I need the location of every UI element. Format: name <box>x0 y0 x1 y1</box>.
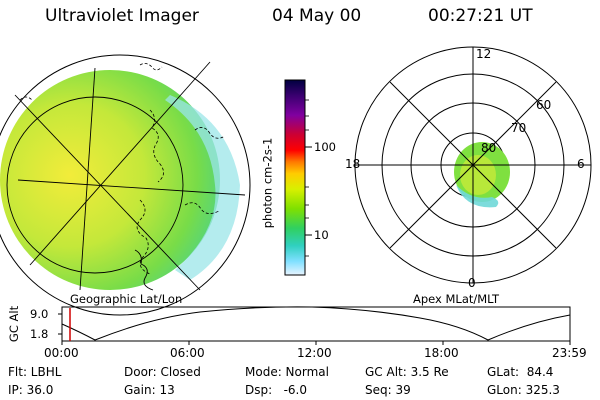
altitude-curve <box>61 306 571 341</box>
earth-limb-outline <box>0 54 251 316</box>
mlat-label-80: 80 <box>481 141 497 155</box>
polar-panel-label: Apex MLat/MLT <box>413 292 500 306</box>
time-tick-0000: 00:00 <box>44 346 79 360</box>
geographic-graticule <box>6 61 246 291</box>
glat-status: GLat: 84.4 <box>487 365 554 379</box>
mlt-label-0: 0 <box>468 276 476 290</box>
observation-time: 00:27:21 UT <box>428 6 533 26</box>
glon-status: GLon: 325.3 <box>487 383 560 397</box>
dsp-status: Dsp: -6.0 <box>245 383 308 397</box>
colorbar-gradient <box>284 79 306 276</box>
mode-status: Mode: Normal <box>245 365 329 379</box>
gc-alt-status: GC Alt: 3.5 Re <box>365 365 449 379</box>
time-tick-1800: 18:00 <box>424 346 459 360</box>
time-tick-0600: 06:00 <box>170 346 205 360</box>
gain-status: Gain: 13 <box>124 383 175 397</box>
door-status: Door: Closed <box>124 365 201 379</box>
mlat-label-60: 60 <box>536 98 552 112</box>
colorbar-tick-10: 10 <box>314 228 329 242</box>
time-tick-2359: 23:59 <box>552 346 587 360</box>
dayside-speckle-region <box>165 95 240 280</box>
coastline-outlines <box>19 63 226 275</box>
mlat-label-70: 70 <box>511 121 527 135</box>
mlt-label-12: 12 <box>476 47 492 61</box>
filter-status: Flt: LBHL <box>8 365 62 379</box>
mlt-label-6: 6 <box>577 157 585 171</box>
altitude-plot-frame <box>61 306 571 342</box>
instrument-title: Ultraviolet Imager <box>45 6 199 26</box>
observation-date: 04 May 00 <box>272 6 362 26</box>
seq-status: Seq: 39 <box>365 383 411 397</box>
altitude-axis-label: GC Alt <box>7 305 22 343</box>
geographic-panel-label: Geographic Lat/Lon <box>70 292 183 306</box>
colorbar-tick-100: 100 <box>314 140 336 154</box>
time-tick-1200: 12:00 <box>297 346 332 360</box>
altitude-tick-1-8: 1.8 <box>30 327 49 341</box>
mlt-label-18: 18 <box>345 157 361 171</box>
ip-status: IP: 36.0 <box>8 383 54 397</box>
altitude-tick-9: 9.0 <box>30 307 49 321</box>
